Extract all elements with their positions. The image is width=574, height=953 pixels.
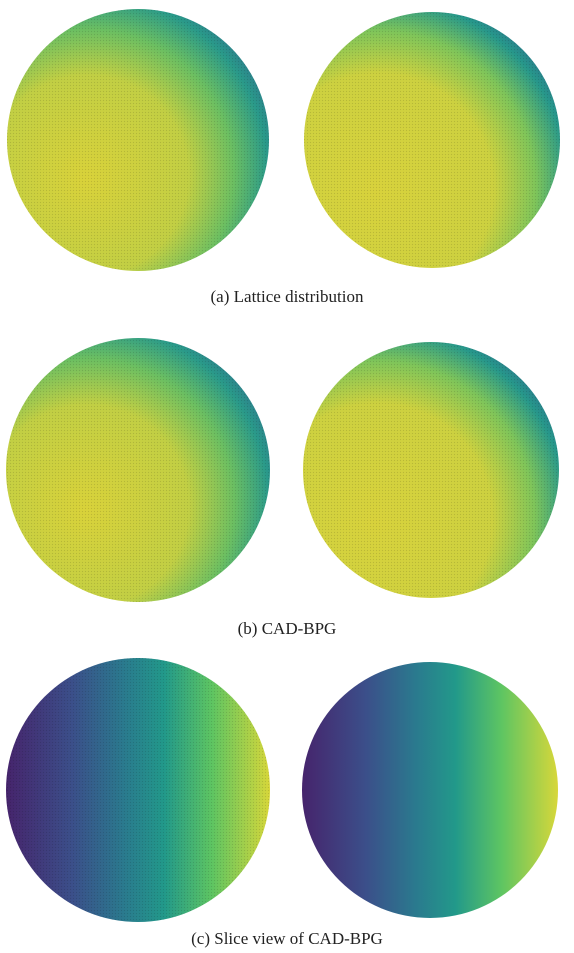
sphere-texture <box>303 342 559 598</box>
slice <box>302 662 558 918</box>
caption: (c) Slice view of CAD-BPG <box>191 929 383 948</box>
sphere-texture <box>304 12 560 268</box>
slice-texture <box>6 658 270 922</box>
sphere-texture <box>7 9 269 271</box>
page: {"captions": ["(a) Lattice distribution"… <box>0 0 574 953</box>
caption: (b) CAD-BPG <box>238 619 337 638</box>
figure: (a) Lattice distribution (b) CAD-BPG (c)… <box>0 0 574 953</box>
row-b: (b) CAD-BPG <box>6 338 559 638</box>
row-a: (a) Lattice distribution <box>7 9 560 306</box>
caption: (a) Lattice distribution <box>211 287 364 306</box>
row-c: (c) Slice view of CAD-BPG <box>6 658 558 948</box>
sphere-texture <box>6 338 270 602</box>
